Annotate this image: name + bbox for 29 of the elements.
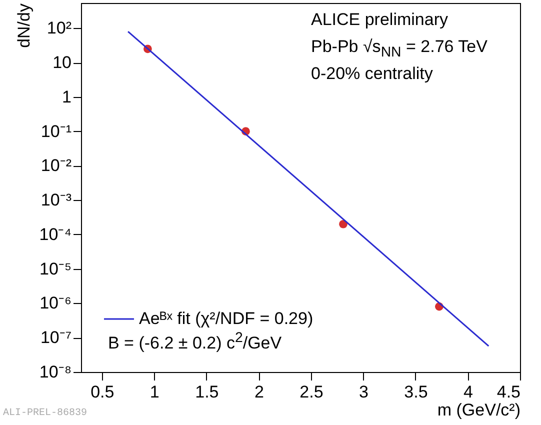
y-tick-label: 10⁻³ <box>40 190 72 210</box>
annotation: ALICE preliminary <box>311 10 448 30</box>
text: ALI-PREL-86839 <box>3 408 88 419</box>
legend-label: Aeᴮˣ fit (χ²/NDF = 0.29) <box>139 309 314 328</box>
y-tick-label: 10⁻⁶ <box>40 294 72 313</box>
x-tick-label: 4.5 <box>496 382 520 402</box>
y-tick-label: 10⁻⁷ <box>40 328 72 348</box>
y-tick-label: 1 <box>62 87 72 106</box>
y-tick-label: 10 <box>52 53 72 72</box>
y-tick-label: 10⁻⁴ <box>39 224 72 244</box>
y-tick-label: 10⁻⁵ <box>40 259 72 278</box>
point <box>339 220 348 228</box>
x-tick-label: 1.5 <box>195 382 219 402</box>
x-tick-label: 2.5 <box>300 382 324 402</box>
x-tick-label: 0.5 <box>90 382 114 402</box>
x-tick-label: 4 <box>464 382 473 402</box>
annotation: 0-20% centrality <box>311 64 433 84</box>
x-tick-label: 2 <box>254 382 264 402</box>
annotation: B = (-6.2 ± 0.2) c$^{2}$/GeV <box>108 330 282 354</box>
y-tick-label: 10⁻⁸ <box>39 362 72 382</box>
y-tick-label: 10² <box>46 18 72 38</box>
y-axis-title: dN/dy <box>14 3 34 48</box>
x-tick-label: 1 <box>150 382 160 402</box>
x-axis-title: m (GeV/c²) <box>437 400 520 420</box>
x-tick-label: 3 <box>358 382 368 402</box>
annotation: Pb-Pb √s$_{NN}$ = 2.76 TeV <box>311 37 488 60</box>
y-tick-label: 10⁻¹ <box>40 122 72 141</box>
y-tick-label: 10⁻² <box>40 156 72 176</box>
x-tick-label: 3.5 <box>404 382 428 402</box>
